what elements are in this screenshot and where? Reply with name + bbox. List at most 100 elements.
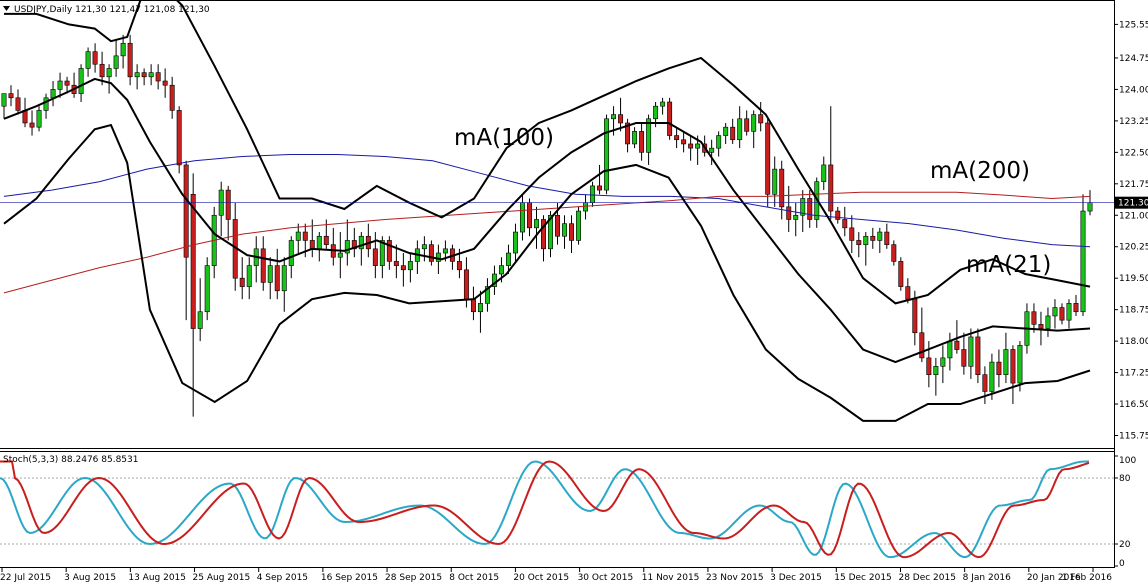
- price-tick-label: 121.75: [1119, 180, 1148, 190]
- ma100-annotation: mA(100): [454, 125, 554, 151]
- candle-bull: [57, 80, 63, 90]
- candle-bull: [337, 252, 343, 258]
- candle-bear: [386, 240, 392, 262]
- price-tick-label: 118.00: [1119, 337, 1148, 347]
- ma21-annotation: mA(21): [966, 252, 1051, 278]
- candle-bear: [835, 210, 841, 220]
- candle-bull: [548, 214, 553, 250]
- candle-bull: [772, 168, 778, 195]
- indicator-lines: [0, 0, 1114, 422]
- candle-bull: [246, 265, 252, 287]
- stoch-main-line: [0, 460, 1089, 559]
- candle-bear: [807, 198, 813, 220]
- candle-bull: [1087, 202, 1093, 212]
- candle-bull: [505, 252, 511, 266]
- candle-bull: [604, 118, 610, 191]
- candle-bear: [162, 80, 168, 86]
- upper-band: [4, 0, 1091, 305]
- candle-bull: [106, 68, 112, 78]
- candle-bear: [996, 361, 1002, 375]
- price-tick-label: 116.50: [1119, 400, 1148, 410]
- time-tick-label: 13 Aug 2015: [128, 573, 186, 583]
- candle-bear: [870, 235, 876, 241]
- candle-bear: [8, 93, 14, 99]
- candle-bull: [442, 248, 448, 254]
- candle-bear: [1073, 303, 1079, 313]
- price-tick-label: 117.25: [1119, 369, 1148, 379]
- candle-bull: [379, 240, 385, 266]
- time-tick-label: 16 Sep 2015: [321, 573, 378, 583]
- candle-bear: [674, 135, 680, 141]
- candle-bear: [954, 340, 960, 350]
- candle-bear: [99, 63, 105, 78]
- candle-bear: [351, 240, 357, 250]
- time-tick-label: 22 Jul 2015: [0, 573, 51, 583]
- candle-bear: [393, 261, 399, 266]
- candle-bull: [85, 51, 91, 69]
- candle-bear: [849, 227, 855, 241]
- candle-bear: [912, 298, 918, 334]
- candle-bull: [148, 72, 154, 78]
- time-tick-label: 8 Jan 2016: [963, 573, 1011, 583]
- stoch-tick-label: 80: [1119, 474, 1131, 484]
- candle-bull: [120, 42, 126, 57]
- time-tick-label: 25 Aug 2015: [193, 573, 251, 583]
- candle-bull: [204, 265, 210, 313]
- candle-bear: [456, 261, 462, 271]
- candle-bull: [407, 261, 413, 271]
- candle-bull: [947, 340, 953, 359]
- candle-bear: [618, 114, 624, 124]
- stoch-tick-label: 20: [1119, 540, 1131, 550]
- price-tick-label: 122.50: [1119, 148, 1148, 158]
- candle-bear: [828, 164, 834, 212]
- candle-bear: [372, 248, 378, 266]
- time-tick-label: 1 Feb 2016: [1062, 573, 1113, 583]
- time-tick-label: 4 Sep 2015: [257, 573, 308, 583]
- candle-bear: [758, 114, 764, 124]
- price-tick-label: 120.25: [1119, 243, 1148, 253]
- candle-bull: [695, 143, 701, 149]
- time-axis: 22 Jul 2015 3 Aug 2015 13 Aug 2015 25 Aug 2…: [0, 567, 1112, 583]
- candle-bull: [267, 265, 273, 283]
- candle-bear: [625, 122, 631, 145]
- candle-bear: [982, 374, 988, 392]
- candle-bull: [800, 198, 806, 216]
- candle-bear: [765, 122, 771, 195]
- price-tick-label: 121.00: [1119, 211, 1148, 221]
- candle-bear: [639, 131, 645, 153]
- candle-bear: [541, 219, 546, 250]
- time-tick-label: 20 Jan 2016: [1027, 573, 1081, 583]
- candle-bear: [891, 244, 897, 262]
- candle-bear: [1010, 349, 1016, 384]
- candle-bear: [92, 51, 98, 65]
- indicator-ma21: [3, 77, 1091, 364]
- candle-bear: [463, 269, 469, 300]
- candle-bear: [688, 143, 694, 149]
- candle-bear: [667, 101, 673, 136]
- time-tick-label: 8 Oct 2015: [449, 573, 499, 583]
- candle-bull: [50, 89, 56, 99]
- candle-bull: [562, 223, 567, 237]
- candle-bull: [1003, 349, 1009, 375]
- candle-bear: [239, 277, 245, 287]
- candle-bull: [288, 240, 294, 266]
- candle-bear: [856, 240, 862, 245]
- candle-bull: [723, 126, 729, 136]
- candle-bear: [569, 223, 574, 241]
- dropdown-arrow-icon[interactable]: [3, 6, 10, 11]
- candle-bear: [260, 248, 266, 283]
- time-tick-label: 15 Dec 2015: [834, 573, 892, 583]
- candle-bear: [1038, 324, 1044, 329]
- candle-bear: [176, 110, 182, 166]
- candle-bear: [428, 244, 434, 262]
- candle-bull: [344, 240, 350, 254]
- candle-bull: [498, 265, 504, 275]
- time-tick-label: 28 Dec 2015: [898, 573, 956, 583]
- chart-header-label: USDJPY,Daily 121,30 121,47 121,08 121,30: [14, 5, 210, 15]
- candle-bull: [43, 97, 49, 111]
- candle-bull: [933, 365, 939, 375]
- candle-bear: [975, 336, 981, 375]
- candle-bull: [484, 286, 490, 304]
- candle-bear: [470, 298, 476, 313]
